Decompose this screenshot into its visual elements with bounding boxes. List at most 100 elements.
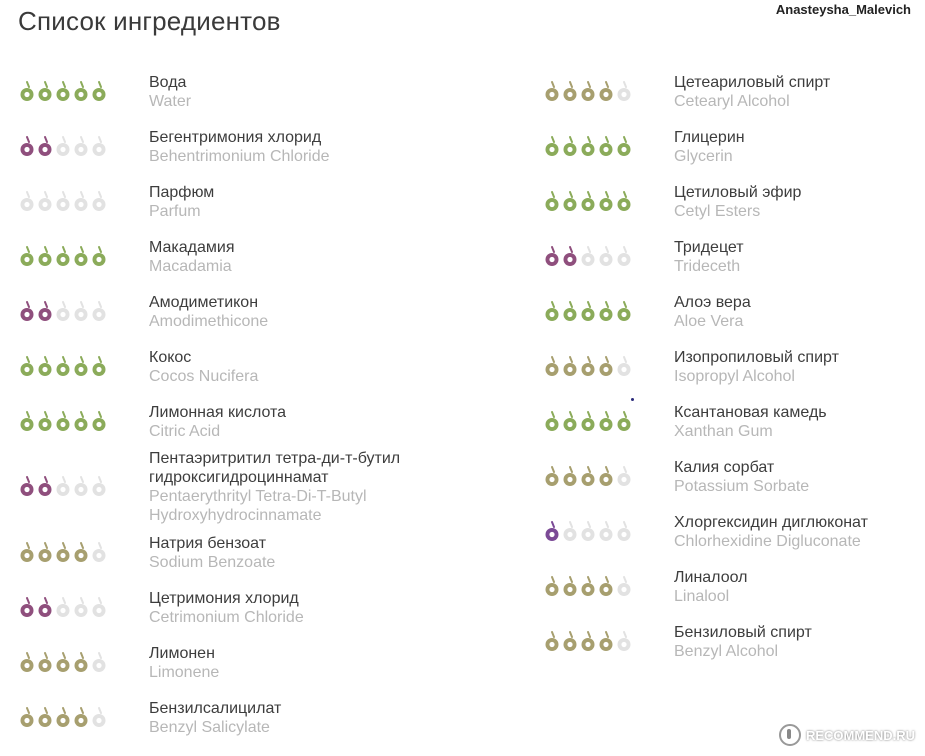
ingredient-row[interactable]: Вода Water xyxy=(18,64,498,119)
ingredient-row[interactable]: Парфюм Parfum xyxy=(18,174,498,229)
ingredient-names: Бензилсалицилат Benzyl Salicylate xyxy=(149,699,281,737)
ingredient-name-en: Behentrimonium Chloride xyxy=(149,147,330,165)
ingredient-row[interactable]: Хлоргексидин диглюконат Chlorhexidine Dig… xyxy=(543,504,913,559)
ingredient-row[interactable]: Бегентримония хлорид Behentrimonium Chlor… xyxy=(18,119,498,174)
ingredient-name-en: Parfum xyxy=(149,202,201,220)
drop-icon xyxy=(597,300,615,323)
author-name[interactable]: Anasteysha_Malevich xyxy=(775,2,911,17)
drop-icon xyxy=(90,541,108,564)
ingredient-name-en: Glycerin xyxy=(674,147,733,165)
ingredient-row[interactable]: Линалоол Linalool xyxy=(543,559,913,614)
drop-icon xyxy=(579,575,597,598)
ingredient-name-ru: Кокос xyxy=(149,348,192,366)
ingredient-row[interactable]: Лимонен Limonene xyxy=(18,635,498,690)
drop-icon xyxy=(543,190,561,213)
ingredient-name-ru: Изопропиловый спирт xyxy=(674,348,839,366)
ingredient-row[interactable]: Макадамия Macadamia xyxy=(18,229,498,284)
ingredient-name-ru: Бегентримония хлорид xyxy=(149,128,322,146)
ingredient-row[interactable]: Натрия бензоат Sodium Benzoate xyxy=(18,525,498,580)
drop-icon xyxy=(579,300,597,323)
drop-icon xyxy=(615,80,633,103)
recommend-logo-icon xyxy=(778,724,801,746)
ingredient-row[interactable]: Глицерин Glycerin xyxy=(543,119,913,174)
drop-icon xyxy=(90,80,108,103)
ingredient-name-ru: Алоэ вера xyxy=(674,293,751,311)
drop-icon xyxy=(36,135,54,158)
safety-rating xyxy=(18,541,149,564)
drop-icon xyxy=(615,300,633,323)
drop-icon xyxy=(615,190,633,213)
ingredient-names: Натрия бензоат Sodium Benzoate xyxy=(149,534,275,572)
drop-icon xyxy=(54,355,72,378)
drop-icon xyxy=(18,596,36,619)
drop-icon xyxy=(72,80,90,103)
ingredient-names: Лимонная кислота Citric Acid xyxy=(149,403,286,441)
ingredient-names: Ксантановая камедь Xanthan Gum xyxy=(674,403,827,441)
ingredient-row[interactable]: Лимонная кислота Citric Acid xyxy=(18,394,498,449)
drop-icon xyxy=(72,190,90,213)
drop-icon xyxy=(36,476,54,498)
drop-icon xyxy=(36,355,54,378)
drop-icon xyxy=(561,190,579,213)
ingredient-row[interactable]: Кокос Cocos Nucifera xyxy=(18,339,498,394)
ingredient-names: Парфюм Parfum xyxy=(149,183,214,221)
drop-icon xyxy=(561,135,579,158)
ingredient-name-ru: Ксантановая камедь xyxy=(674,403,827,421)
ingredient-name-ru: Лимонен xyxy=(149,644,215,662)
ingredients-right-column: Цетеариловый спирт Cetearyl Alcohol Глицер… xyxy=(543,64,913,669)
drop-icon xyxy=(90,190,108,213)
drop-icon xyxy=(615,630,633,653)
drop-icon xyxy=(615,410,633,433)
drop-icon xyxy=(543,245,561,268)
ingredient-name-en: Cetrimonium Chloride xyxy=(149,608,304,626)
ingredient-names: Макадамия Macadamia xyxy=(149,238,235,276)
ingredient-name-ru: Амодиметикон xyxy=(149,293,259,311)
ingredient-names: Цетримония хлорид Cetrimonium Chloride xyxy=(149,589,304,627)
ingredient-names: Лимонен Limonene xyxy=(149,644,219,682)
drop-icon xyxy=(18,300,36,323)
ingredient-name-ru: Калия сорбат xyxy=(674,458,775,476)
ingredient-row[interactable]: Бензилсалицилат Benzyl Salicylate xyxy=(18,690,498,745)
ingredient-name-en: Cocos Nucifera xyxy=(149,367,259,385)
ingredient-names: Пентаэритритил тетра-ди-т-бутил гидрокси… xyxy=(149,449,498,525)
ingredient-row[interactable]: Алоэ вера Aloe Vera xyxy=(543,284,913,339)
safety-rating xyxy=(543,245,674,268)
ingredient-name-ru: Глицерин xyxy=(674,128,745,146)
ingredient-row[interactable]: Тридецет Trideceth xyxy=(543,229,913,284)
drop-icon xyxy=(561,465,579,488)
ingredient-name-en: Aloe Vera xyxy=(674,312,744,330)
drop-icon xyxy=(543,80,561,103)
ingredient-row[interactable]: Цетеариловый спирт Cetearyl Alcohol xyxy=(543,64,913,119)
ingredient-row[interactable]: Цетримония хлорид Cetrimonium Chloride xyxy=(18,580,498,635)
ingredient-name-ru: Вода xyxy=(149,73,187,91)
ingredient-name-ru: Цетеариловый спирт xyxy=(674,73,831,91)
ingredient-names: Хлоргексидин диглюконат Chlorhexidine Dig… xyxy=(674,513,868,551)
ingredient-row[interactable]: Цетиловый эфир Cetyl Esters xyxy=(543,174,913,229)
ingredient-name-en: Pentaerythrityl Tetra-Di-T-Butyl Hydroxy… xyxy=(149,488,367,524)
drop-icon xyxy=(36,706,54,729)
safety-rating xyxy=(18,596,149,619)
ingredient-row[interactable]: Изопропиловый спирт Isopropyl Alcohol xyxy=(543,339,913,394)
ingredient-row[interactable]: Пентаэритритил тетра-ди-т-бутил гидрокси… xyxy=(18,449,498,525)
ingredient-names: Алоэ вера Aloe Vera xyxy=(674,293,751,331)
safety-rating xyxy=(18,80,149,103)
drop-icon xyxy=(54,706,72,729)
drop-icon xyxy=(543,520,561,543)
drop-icon xyxy=(579,190,597,213)
ingredient-row[interactable]: Ксантановая камедь Xanthan Gum xyxy=(543,394,913,449)
drop-icon xyxy=(579,630,597,653)
ingredient-names: Линалоол Linalool xyxy=(674,568,747,606)
safety-rating xyxy=(18,706,149,729)
ingredient-row[interactable]: Калия сорбат Potassium Sorbate xyxy=(543,449,913,504)
drop-icon xyxy=(18,541,36,564)
drop-icon xyxy=(579,520,597,543)
drop-icon xyxy=(54,476,72,498)
drop-icon xyxy=(36,245,54,268)
ingredient-row[interactable]: Бензиловый спирт Benzyl Alcohol xyxy=(543,614,913,669)
ingredient-name-en: Benzyl Salicylate xyxy=(149,718,270,736)
safety-rating xyxy=(543,190,674,213)
ingredient-name-en: Cetearyl Alcohol xyxy=(674,92,790,110)
ingredient-row[interactable]: Амодиметикон Amodimethicone xyxy=(18,284,498,339)
drop-icon xyxy=(543,575,561,598)
drop-icon xyxy=(36,300,54,323)
